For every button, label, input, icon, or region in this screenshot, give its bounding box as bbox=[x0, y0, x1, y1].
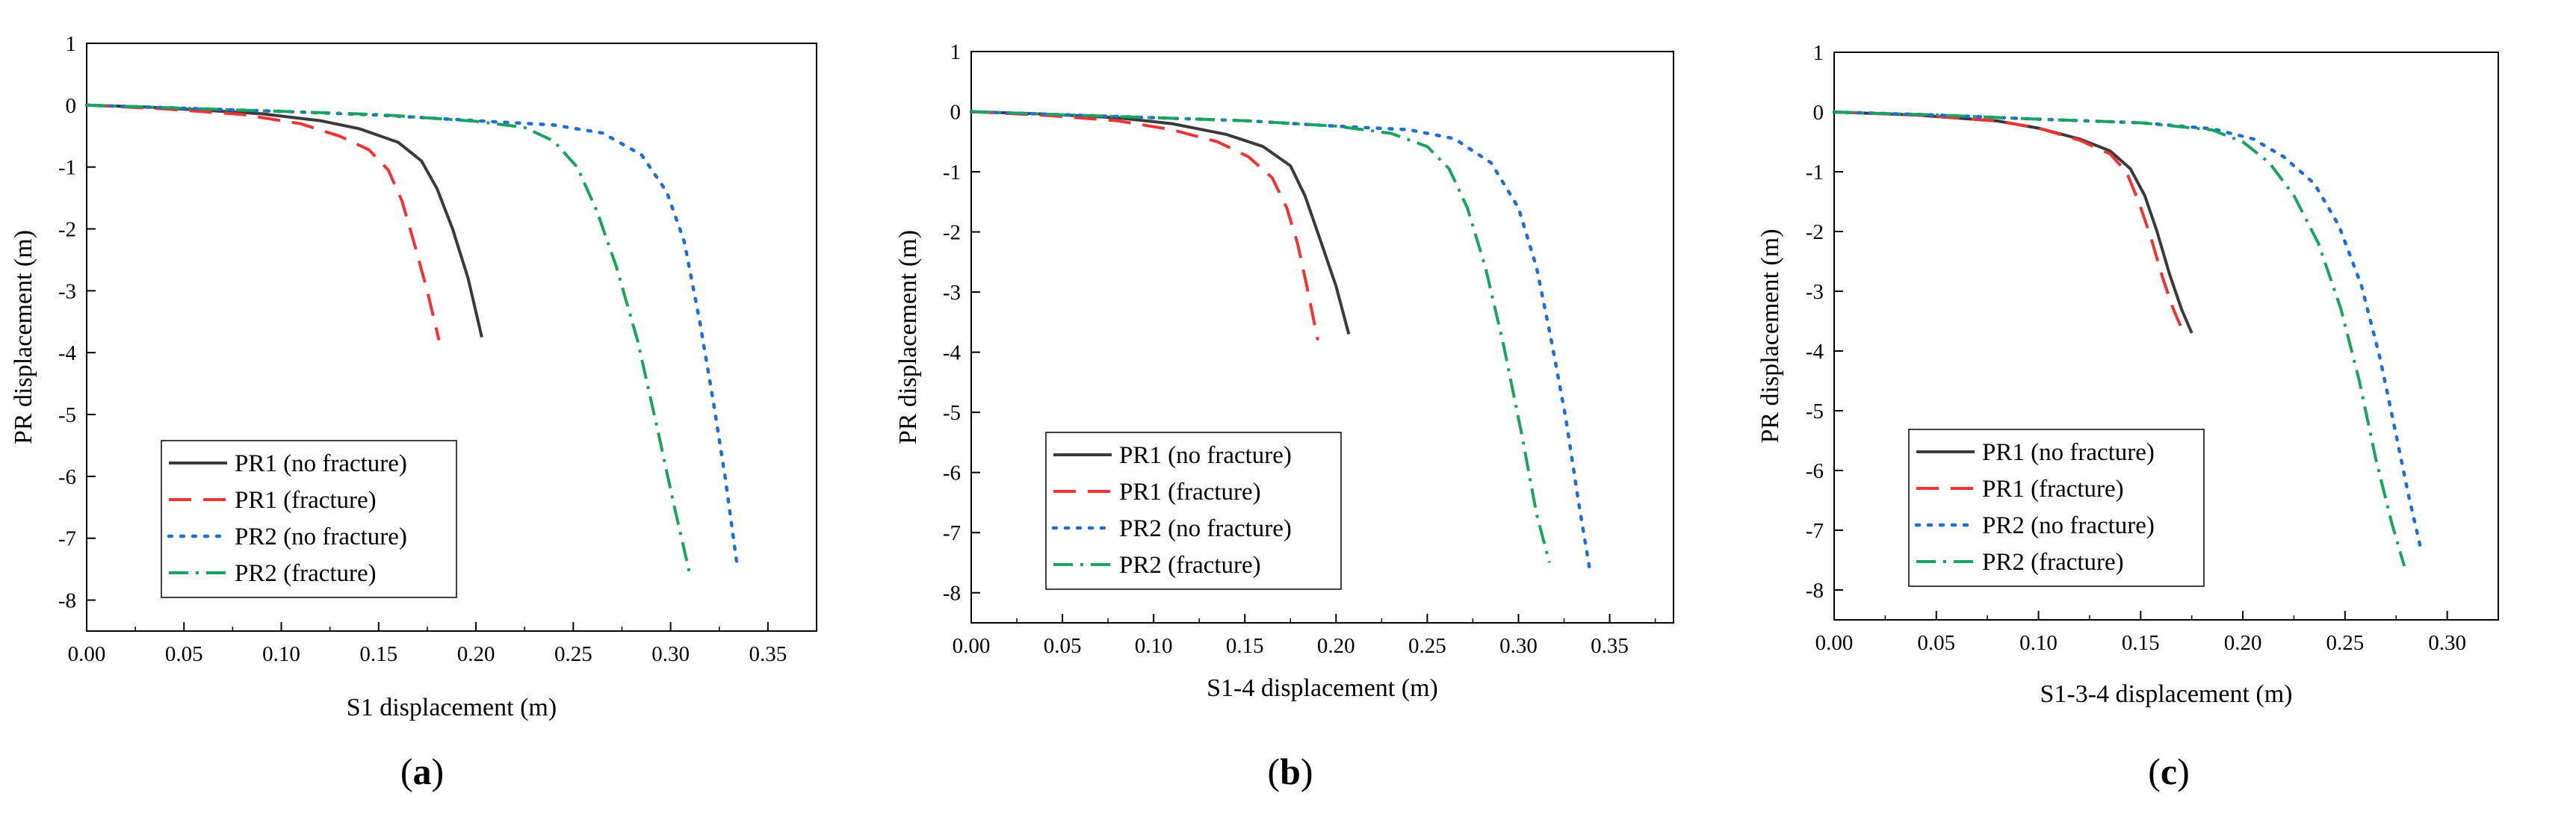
y-tick-label: -4 bbox=[943, 341, 962, 365]
y-tick-label: -1 bbox=[58, 156, 76, 180]
y-tick-label: 1 bbox=[950, 40, 962, 64]
series-line-2 bbox=[970, 110, 1319, 341]
y-tick-label: -7 bbox=[58, 527, 76, 551]
y-tick-label: -7 bbox=[1806, 519, 1824, 543]
y-tick-label: -5 bbox=[943, 401, 961, 425]
y-tick-label: -4 bbox=[58, 341, 77, 365]
y-tick-label: -2 bbox=[58, 218, 76, 242]
x-tick-label: 0.15 bbox=[359, 642, 397, 666]
y-axis-title: PR displacement (m) bbox=[10, 230, 37, 444]
legend-label: PR2 (no fracture) bbox=[1119, 515, 1292, 542]
y-tick-label: -3 bbox=[58, 279, 76, 303]
y-tick-label: -6 bbox=[58, 465, 76, 489]
y-tick-label: -4 bbox=[1806, 340, 1824, 364]
y-tick-label: 0 bbox=[1813, 101, 1824, 125]
plot-frame bbox=[86, 43, 817, 632]
y-tick-label: -2 bbox=[1806, 220, 1824, 244]
series-line-2 bbox=[86, 103, 441, 341]
chart-panel-a: 0.00 0.05 0.10 0.15 0.20 0.25 0.30 0.35 1 0 -1 -2 -3… bbox=[10, 32, 817, 792]
legend-label: PR2 (fracture) bbox=[1119, 552, 1261, 579]
y-tick-label: -8 bbox=[58, 589, 76, 613]
x-tick-label: 0.15 bbox=[2122, 631, 2160, 655]
series-line-4 bbox=[970, 110, 1551, 564]
legend-label: PR1 (no fracture) bbox=[1119, 442, 1292, 469]
x-tick-label: 0.00 bbox=[953, 634, 991, 658]
x-tick-label: 0.30 bbox=[2428, 631, 2466, 655]
y-tick-label: 1 bbox=[66, 32, 77, 56]
legend-label: PR2 (no fracture) bbox=[235, 524, 407, 550]
x-axis-title: S1-3-4 displacement (m) bbox=[2040, 680, 2292, 708]
series-line-4 bbox=[86, 103, 692, 576]
panel-label: (c) bbox=[2148, 751, 2190, 792]
y-tick-label: 1 bbox=[1813, 41, 1824, 65]
y-tick-label: -5 bbox=[58, 403, 76, 427]
x-tick-label: 0.05 bbox=[165, 642, 203, 666]
y-tick-label: -3 bbox=[1806, 280, 1824, 304]
series-line-3 bbox=[1832, 110, 2423, 550]
x-tick-label: 0.15 bbox=[1226, 634, 1264, 658]
x-tick-label: 0.20 bbox=[1317, 634, 1355, 658]
legend-label: PR1 (no fracture) bbox=[235, 450, 407, 477]
x-axis-title: S1 displacement (m) bbox=[347, 694, 557, 721]
plot-frame bbox=[1833, 52, 2499, 621]
y-tick-label: -8 bbox=[943, 582, 961, 606]
x-tick-label: 0.25 bbox=[2326, 631, 2364, 655]
legend-label: PR1 (no fracture) bbox=[1982, 439, 2155, 466]
y-axis-title: PR displacement (m) bbox=[894, 230, 922, 444]
chart-panel-c: 0.00 0.05 0.10 0.15 0.20 0.25 0.30 1 0 -1 -2 -3 -4 -5… bbox=[1756, 41, 2499, 792]
x-tick-label: 0.10 bbox=[1135, 634, 1173, 658]
panel-label: (a) bbox=[400, 751, 444, 792]
legend-label: PR1 (fracture) bbox=[1119, 479, 1261, 506]
chart-panel-b: 0.00 0.05 0.10 0.15 0.20 0.25 0.30 0.35 1 0 -1 -2 -3… bbox=[894, 40, 1674, 792]
series-line-1 bbox=[86, 103, 483, 338]
legend-label: PR2 (no fracture) bbox=[1982, 512, 2155, 539]
y-tick-label: -2 bbox=[943, 221, 961, 245]
x-tick-label: 0.30 bbox=[651, 642, 690, 666]
x-tick-label: 0.20 bbox=[2224, 631, 2262, 655]
x-tick-label: 0.35 bbox=[749, 642, 787, 666]
y-tick-label: -5 bbox=[1806, 400, 1824, 423]
y-tick-label: -3 bbox=[943, 281, 961, 305]
panel-label: (b) bbox=[1267, 751, 1313, 792]
series-line-3 bbox=[84, 103, 739, 565]
y-tick-label: -6 bbox=[943, 462, 961, 485]
series-line-4 bbox=[1833, 111, 2406, 567]
legend-label: PR1 (fracture) bbox=[1982, 476, 2124, 503]
series-line-3 bbox=[969, 110, 1591, 571]
legend-label: PR1 (fracture) bbox=[235, 487, 377, 514]
y-tick-label: -8 bbox=[1806, 579, 1824, 603]
x-tick-label: 0.20 bbox=[457, 642, 495, 666]
y-tick-label: 0 bbox=[950, 101, 962, 125]
x-tick-label: 0.30 bbox=[1499, 634, 1538, 658]
x-tick-label: 0.10 bbox=[2019, 631, 2058, 655]
x-tick-label: 0.00 bbox=[68, 642, 106, 666]
y-tick-label: -7 bbox=[943, 521, 961, 545]
x-tick-label: 0.25 bbox=[554, 642, 592, 666]
plot-frame bbox=[970, 51, 1674, 624]
series-line-1 bbox=[1833, 111, 2193, 334]
series-line-2 bbox=[1833, 111, 2185, 334]
y-tick-label: -1 bbox=[943, 161, 961, 184]
y-tick-label: -6 bbox=[1806, 459, 1824, 483]
x-tick-label: 0.35 bbox=[1591, 634, 1629, 658]
x-tick-label: 0.00 bbox=[1815, 631, 1854, 655]
x-tick-label: 0.05 bbox=[1917, 631, 1955, 655]
x-axis-title: S1-4 displacement (m) bbox=[1207, 674, 1438, 702]
y-tick-label: 0 bbox=[66, 94, 77, 118]
x-tick-label: 0.25 bbox=[1408, 634, 1446, 658]
legend-label: PR2 (fracture) bbox=[1982, 549, 2124, 576]
y-axis-title: PR displacement (m) bbox=[1756, 229, 1784, 443]
x-tick-label: 0.05 bbox=[1044, 634, 1082, 658]
legend-label: PR2 (fracture) bbox=[235, 560, 377, 587]
x-tick-label: 0.10 bbox=[262, 642, 300, 666]
y-tick-label: -1 bbox=[1806, 161, 1824, 184]
